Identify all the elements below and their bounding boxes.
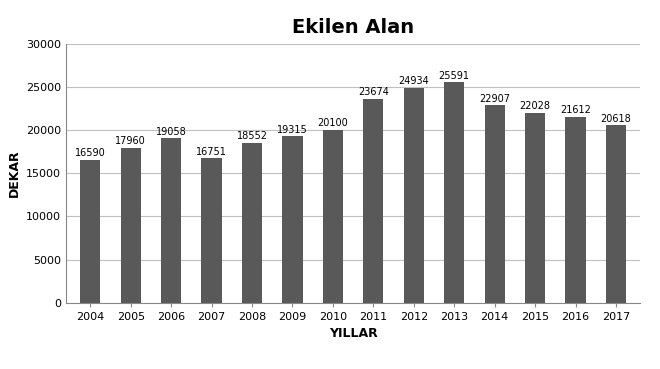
Title: Ekilen Alan: Ekilen Alan bbox=[292, 18, 414, 37]
Bar bbox=[363, 99, 383, 303]
Bar bbox=[121, 148, 141, 303]
Bar bbox=[566, 117, 585, 303]
Bar bbox=[525, 113, 545, 303]
Y-axis label: DEKAR: DEKAR bbox=[7, 149, 20, 197]
Text: 25591: 25591 bbox=[439, 71, 470, 81]
Text: 20100: 20100 bbox=[317, 118, 348, 128]
Bar bbox=[201, 158, 222, 303]
Text: 22028: 22028 bbox=[519, 101, 550, 111]
Bar bbox=[444, 82, 464, 303]
Text: 18552: 18552 bbox=[236, 131, 267, 141]
Text: 20618: 20618 bbox=[601, 114, 632, 124]
Text: 16590: 16590 bbox=[75, 148, 106, 158]
Text: 24934: 24934 bbox=[399, 76, 429, 86]
Text: 21612: 21612 bbox=[560, 105, 591, 115]
Text: 22907: 22907 bbox=[479, 94, 510, 104]
Bar bbox=[484, 106, 505, 303]
Bar bbox=[404, 88, 424, 303]
Text: 17960: 17960 bbox=[115, 137, 146, 146]
Bar bbox=[242, 143, 262, 303]
Bar bbox=[80, 160, 100, 303]
Bar bbox=[282, 136, 302, 303]
Bar bbox=[161, 138, 182, 303]
Text: 23674: 23674 bbox=[358, 87, 389, 97]
Text: 19058: 19058 bbox=[156, 127, 187, 137]
Bar bbox=[606, 125, 626, 303]
Bar bbox=[323, 130, 343, 303]
X-axis label: YILLAR: YILLAR bbox=[329, 327, 378, 340]
Text: 19315: 19315 bbox=[277, 125, 308, 135]
Text: 16751: 16751 bbox=[196, 147, 227, 157]
